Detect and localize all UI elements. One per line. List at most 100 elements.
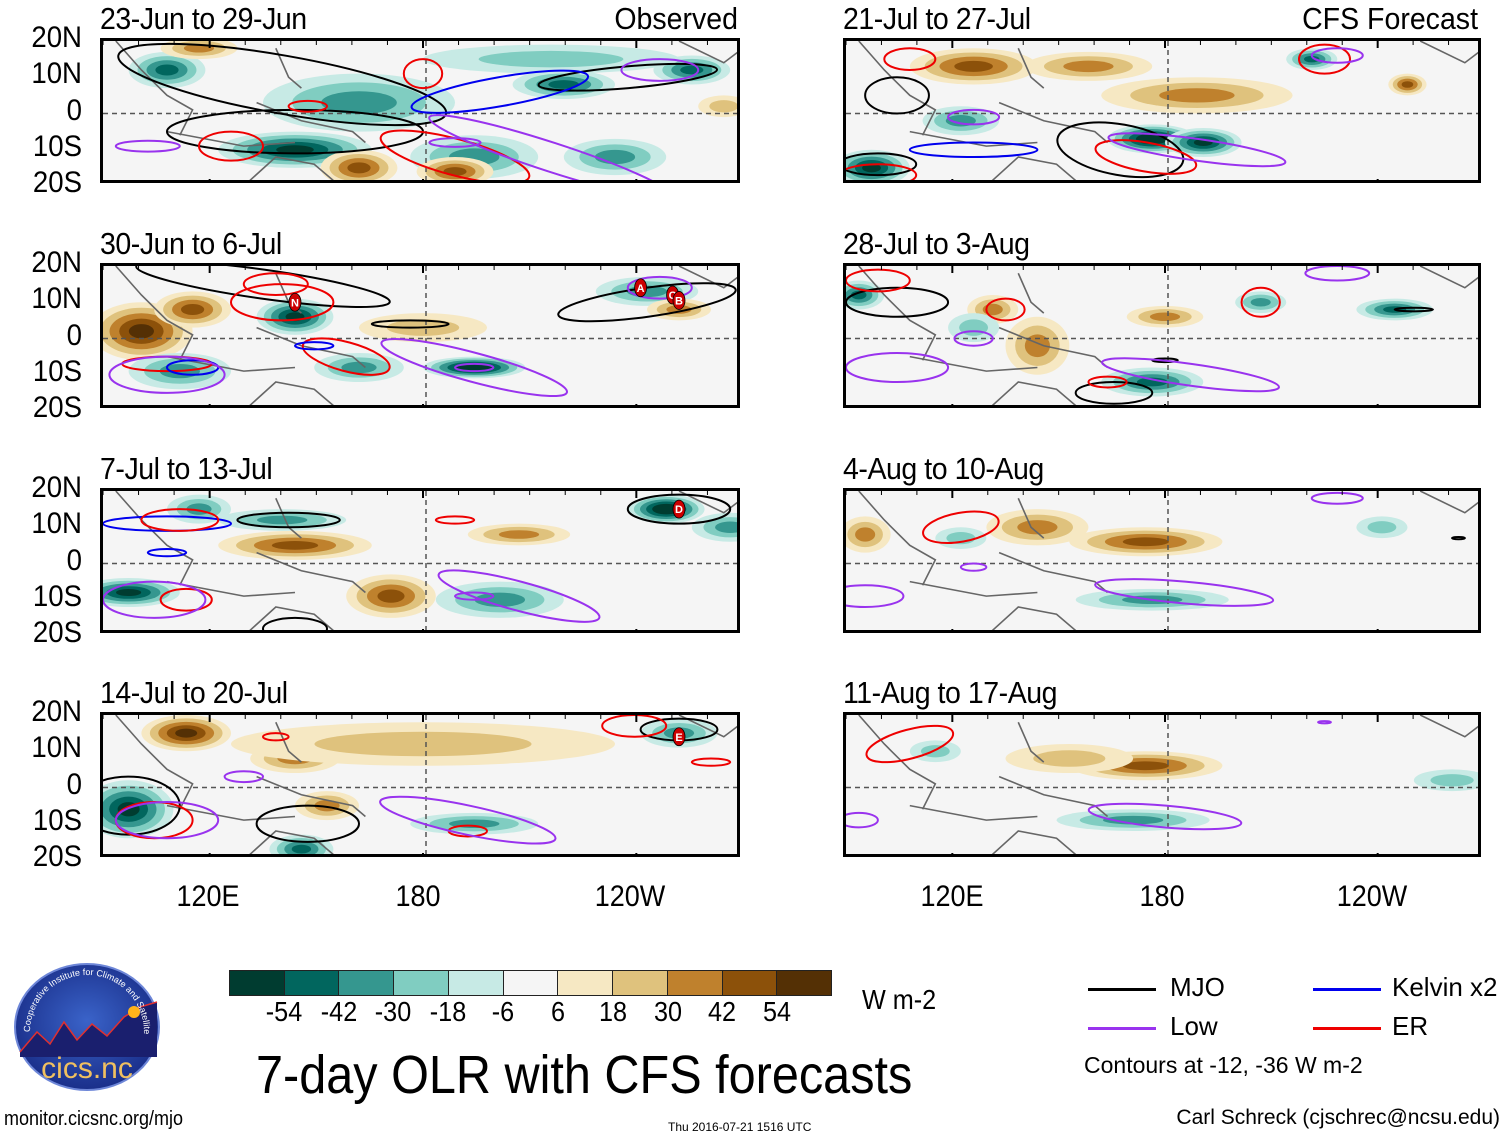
legend-line-mjo: [1088, 988, 1156, 991]
contour-er: [1094, 139, 1198, 175]
lat-label: 10S: [32, 579, 82, 613]
olr-positive-anomaly: [271, 540, 319, 550]
legend-line-er: [1313, 1027, 1381, 1030]
lon-label: 180: [1139, 880, 1185, 913]
lat-label: 10S: [32, 354, 82, 388]
olr-negative-anomaly: [256, 515, 308, 525]
colorbar-swatch: [284, 971, 340, 995]
svg-text:C: C: [669, 290, 677, 302]
olr-negative-anomaly: [658, 506, 675, 513]
olr-negative-anomaly: [920, 745, 950, 758]
contour-er: [402, 58, 444, 90]
colorbar-swatch: [722, 971, 778, 995]
olr-negative-anomaly: [1136, 377, 1168, 387]
olr-negative-anomaly: [291, 844, 312, 854]
contour-mjo: [262, 616, 328, 630]
colorbar-tick-label: -42: [320, 996, 357, 1027]
colorbar-swatch: [558, 971, 614, 995]
olr-field: N A CB: [103, 266, 737, 405]
lat-label: 20S: [32, 616, 82, 649]
contour-low: [1310, 47, 1364, 64]
olr-positive-anomaly: [377, 589, 405, 603]
contour-low: [437, 569, 601, 623]
olr-field: [846, 715, 1478, 854]
contour-low: [846, 811, 879, 829]
olr-positive-anomaly: [1149, 312, 1181, 322]
lat-label: 20N: [31, 471, 82, 504]
colorbar-tick-label: 54: [763, 996, 792, 1027]
contour-low: [103, 580, 207, 619]
contour-mjo: [1056, 121, 1185, 179]
logo-text: cics.nc: [41, 1052, 133, 1085]
olr-negative-anomaly: [1250, 297, 1271, 307]
contour-low: [846, 584, 905, 608]
contour-mjo: [846, 286, 950, 318]
contour-er: [140, 508, 220, 532]
colorbar-tick-label: -54: [265, 996, 303, 1027]
lat-label: 20N: [31, 246, 82, 279]
coastline: [115, 41, 737, 180]
colorbar-tick-label: 6: [550, 996, 565, 1027]
contour-kelvin-x2: [166, 359, 220, 376]
map-panel: [100, 38, 740, 183]
panel-title: 4-Aug to 10-Aug: [843, 451, 1044, 486]
colorbar-tick-label: -30: [375, 996, 412, 1027]
svg-text:E: E: [675, 732, 682, 744]
contour-er: [1240, 286, 1281, 318]
lon-label: 120E: [920, 880, 984, 913]
contour-low: [428, 114, 674, 180]
colorbar: [229, 970, 832, 996]
colorbar-swatch: [230, 971, 285, 995]
storm-marker-e: E: [672, 727, 686, 747]
contour-low: [379, 795, 557, 845]
olr-negative-anomaly: [680, 65, 704, 75]
olr-positive-anomaly: [1033, 750, 1106, 767]
map-panel: [843, 488, 1481, 633]
lat-label: 0: [66, 767, 82, 801]
olr-negative-anomaly: [321, 91, 397, 115]
contour-low: [1304, 266, 1371, 282]
map-panel: E: [100, 712, 740, 857]
colorbar-tick-label: 18: [598, 996, 627, 1027]
lon-label: 120W: [1336, 880, 1408, 913]
contour-er: [434, 515, 476, 525]
contour-low: [620, 58, 700, 82]
site-url[interactable]: monitor.cicsnc.org/mjo: [4, 1108, 184, 1130]
olr-negative-anomaly: [478, 50, 624, 68]
contour-kelvin-x2: [410, 69, 590, 114]
colorbar-swatch: [448, 971, 504, 995]
panel-title: 21-Jul to 27-Jul: [843, 1, 1031, 36]
olr-positive-anomaly: [314, 731, 532, 757]
legend-label-mjo: MJO: [1170, 972, 1225, 1002]
contour-low: [428, 137, 482, 148]
lat-label: 0: [66, 93, 82, 127]
olr-positive-anomaly: [1159, 88, 1235, 103]
contour-er: [262, 732, 290, 742]
coastline: [858, 715, 1478, 854]
contour-low: [114, 801, 220, 840]
lat-label: 10N: [31, 507, 82, 541]
legend-line-kelvin: [1313, 988, 1381, 991]
contour-er: [846, 163, 918, 180]
olr-negative-anomaly: [155, 64, 179, 76]
olr-positive-anomaly: [1401, 81, 1414, 88]
svg-text:A: A: [637, 283, 645, 295]
coastline: [858, 491, 1478, 630]
olr-field: [103, 41, 737, 180]
olr-negative-anomaly: [715, 521, 737, 533]
contour-low: [108, 355, 226, 394]
coastline: [858, 266, 1478, 405]
olr-negative-anomaly: [1304, 55, 1320, 63]
storm-marker-n: N: [288, 292, 302, 312]
contour-low: [626, 275, 693, 300]
olr-positive-anomaly: [1017, 520, 1058, 535]
colorbar-units: W m-2: [862, 984, 937, 1015]
credit: Carl Schreck (cjschrec@ncsu.edu): [1176, 1106, 1500, 1129]
contour-low: [1101, 357, 1280, 393]
lat-label: 10N: [31, 731, 82, 765]
contour-er: [287, 99, 329, 113]
map-panel: [843, 263, 1481, 408]
contour-low: [959, 562, 988, 572]
lat-label: 0: [66, 318, 82, 352]
